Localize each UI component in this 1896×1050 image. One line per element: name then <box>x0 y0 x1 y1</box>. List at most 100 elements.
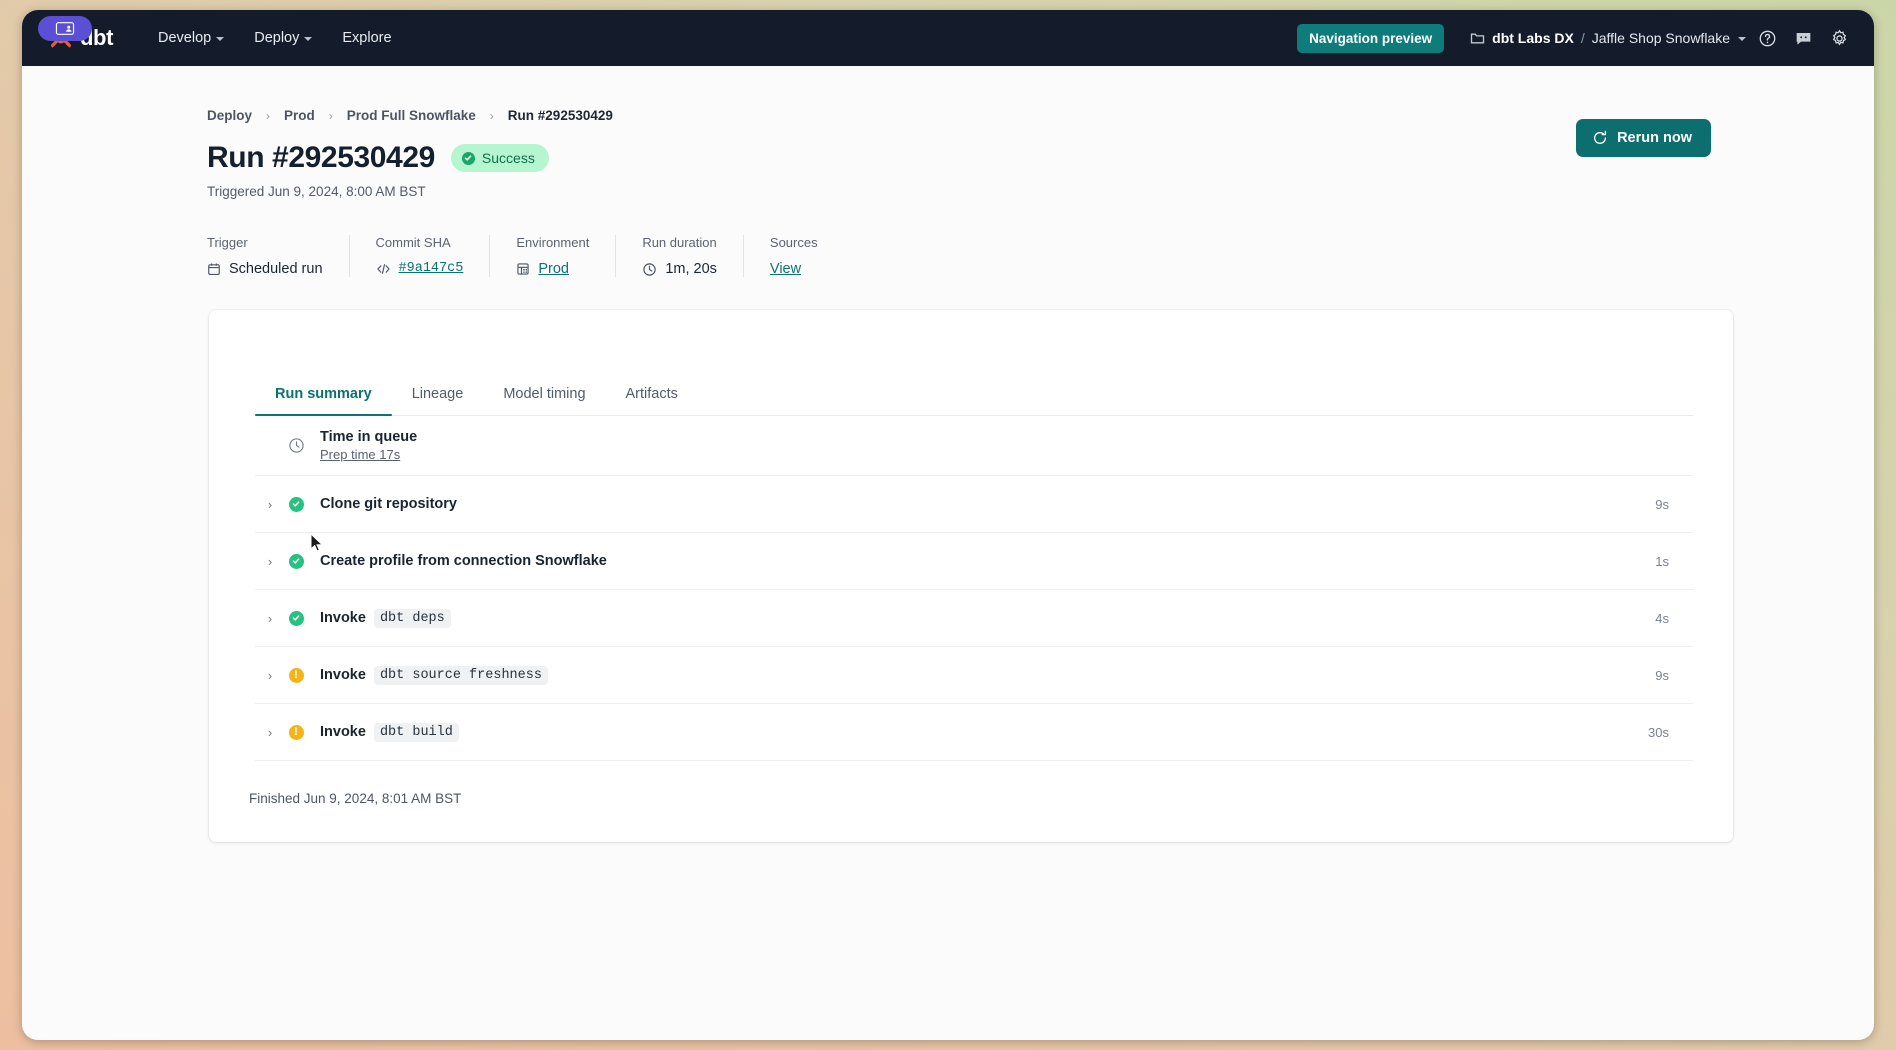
step-title-text: Invoke <box>320 724 366 740</box>
screen-share-badge <box>38 16 92 41</box>
meta-sources-value-row: View <box>770 261 818 277</box>
meta-trigger-value: Scheduled run <box>229 261 323 277</box>
step-row[interactable]: › Invoke dbt deps 4s <box>255 590 1693 647</box>
nav-item-deploy[interactable]: Deploy <box>243 23 323 53</box>
calendar-icon <box>207 262 221 276</box>
step-row[interactable]: › Clone git repository 9s <box>255 476 1693 533</box>
tab-artifacts[interactable]: Artifacts <box>625 386 678 402</box>
meta-trigger: Trigger Scheduled run <box>207 235 350 277</box>
project-switcher[interactable]: dbt Labs DX / Jaffle Shop Snowflake <box>1470 30 1746 46</box>
step-title-text: Invoke <box>320 610 366 626</box>
status-icon-success <box>283 610 309 626</box>
breadcrumb-item-deploy[interactable]: Deploy <box>207 108 253 123</box>
step-title: Clone git repository <box>320 496 457 512</box>
page-title: Run #292530429 <box>207 141 435 174</box>
breadcrumb-item-prod[interactable]: Prod <box>284 108 315 123</box>
triggered-timestamp: Triggered Jun 9, 2024, 8:00 AM BST <box>207 184 426 199</box>
meta-commit-sha-value-row: #9a147c5 <box>376 261 464 276</box>
step-title-text: Invoke <box>320 667 366 683</box>
nav-item-develop-label: Develop <box>158 30 212 46</box>
step-row[interactable]: › ! Invoke dbt build 30s <box>255 704 1693 761</box>
breadcrumb-item-job[interactable]: Prod Full Snowflake <box>346 108 476 123</box>
rerun-now-label: Rerun now <box>1617 130 1692 146</box>
step-command-chip: dbt source freshness <box>373 665 548 685</box>
time-in-queue-text: Time in queue Prep time 17s <box>320 429 417 462</box>
meta-commit-sha: Commit SHA #9a147c5 <box>350 235 491 277</box>
help-icon[interactable] <box>1752 23 1782 53</box>
step-title: Create profile from connection Snowflake <box>320 553 607 569</box>
status-icon-success <box>283 553 309 569</box>
project-name[interactable]: Jaffle Shop Snowflake <box>1591 30 1730 46</box>
status-icon-warning: ! <box>283 667 309 683</box>
meta-trigger-label: Trigger <box>207 235 248 250</box>
top-navigation-bar: dbt Develop Deploy Explore Navigation pr… <box>22 10 1874 66</box>
meta-trigger-value-row: Scheduled run <box>207 261 323 277</box>
tab-run-summary[interactable]: Run summary <box>255 386 392 416</box>
step-command-chip: dbt build <box>373 722 459 742</box>
meta-environment-label: Environment <box>516 235 590 250</box>
step-duration: 30s <box>1648 724 1669 740</box>
step-title: Invoke dbt source freshness <box>320 665 548 685</box>
nav-item-explore[interactable]: Explore <box>331 23 402 53</box>
tab-lineage[interactable]: Lineage <box>411 386 464 402</box>
database-icon <box>516 262 530 276</box>
clock-icon <box>642 262 657 277</box>
meta-environment-value-row: Prod <box>516 261 589 277</box>
meta-sources-label: Sources <box>769 235 818 250</box>
account-name: dbt Labs DX <box>1492 30 1574 46</box>
step-duration: 1s <box>1655 553 1669 569</box>
nav-item-deploy-label: Deploy <box>254 30 300 46</box>
step-duration: 9s <box>1655 667 1669 683</box>
rerun-now-button[interactable]: Rerun now <box>1576 119 1711 157</box>
refresh-icon <box>1592 130 1608 146</box>
meta-run-duration-value-row: 1m, 20s <box>642 261 717 277</box>
step-row[interactable]: › ! Invoke dbt source freshness 9s <box>255 647 1693 704</box>
step-title: Invoke dbt deps <box>320 608 451 628</box>
prep-time-link[interactable]: Prep time 17s <box>320 447 401 462</box>
chevron-down-icon <box>216 37 225 41</box>
primary-nav: Develop Deploy Explore <box>147 23 403 53</box>
step-duration: 4s <box>1655 610 1669 626</box>
nav-item-explore-label: Explore <box>342 30 392 46</box>
step-row-time-in-queue: Time in queue Prep time 17s <box>255 416 1693 476</box>
chevron-right-icon[interactable]: › <box>267 724 273 740</box>
breadcrumb-current: Run #292530429 <box>507 108 613 123</box>
meta-environment-link[interactable]: Prod <box>538 261 569 277</box>
status-badge: Success <box>450 144 549 172</box>
chevron-right-icon[interactable]: › <box>267 610 273 626</box>
finished-timestamp: Finished Jun 9, 2024, 8:01 AM BST <box>249 791 462 806</box>
feedback-icon[interactable] <box>1788 23 1818 53</box>
chevron-right-icon[interactable]: › <box>267 667 273 683</box>
meta-environment: Environment Prod <box>490 235 617 277</box>
time-in-queue-title: Time in queue <box>320 429 418 445</box>
meta-sources-link[interactable]: View <box>769 261 802 277</box>
breadcrumb: Deploy › Prod › Prod Full Snowflake › Ru… <box>22 66 1874 123</box>
navigation-preview-button[interactable]: Navigation preview <box>1297 23 1445 53</box>
chevron-down-icon <box>1738 37 1746 41</box>
chevron-down-icon <box>304 37 313 41</box>
status-icon-warning: ! <box>283 724 309 740</box>
step-title-text: Create profile from connection Snowflake <box>320 553 607 569</box>
step-title-text: Clone git repository <box>320 496 457 512</box>
run-meta-strip: Trigger Scheduled run Commit SHA <box>22 199 1874 277</box>
gear-icon[interactable] <box>1824 23 1854 53</box>
chevron-right-icon[interactable]: › <box>267 553 273 569</box>
chevron-right-icon[interactable]: › <box>267 496 273 512</box>
step-row[interactable]: › Create profile from connection Snowfla… <box>255 533 1693 590</box>
nav-right-cluster: Navigation preview dbt Labs DX / Jaffle … <box>1297 23 1854 53</box>
code-icon <box>376 262 391 276</box>
browser-window: dbt Develop Deploy Explore Navigation pr… <box>22 10 1874 1040</box>
crumb-separator: / <box>1580 30 1585 46</box>
status-icon-success <box>283 496 309 512</box>
breadcrumb-separator: › <box>489 108 494 123</box>
meta-run-duration-value: 1m, 20s <box>665 261 717 277</box>
check-circle-icon <box>461 151 475 165</box>
step-title: Invoke dbt build <box>320 722 459 742</box>
tab-model-timing[interactable]: Model timing <box>503 386 586 402</box>
page-body: Deploy › Prod › Prod Full Snowflake › Ru… <box>22 66 1874 1040</box>
meta-commit-sha-link[interactable]: #9a147c5 <box>398 261 464 276</box>
nav-item-develop[interactable]: Develop <box>147 23 235 53</box>
status-badge-label: Success <box>481 150 535 166</box>
meta-commit-sha-label: Commit SHA <box>375 235 451 250</box>
